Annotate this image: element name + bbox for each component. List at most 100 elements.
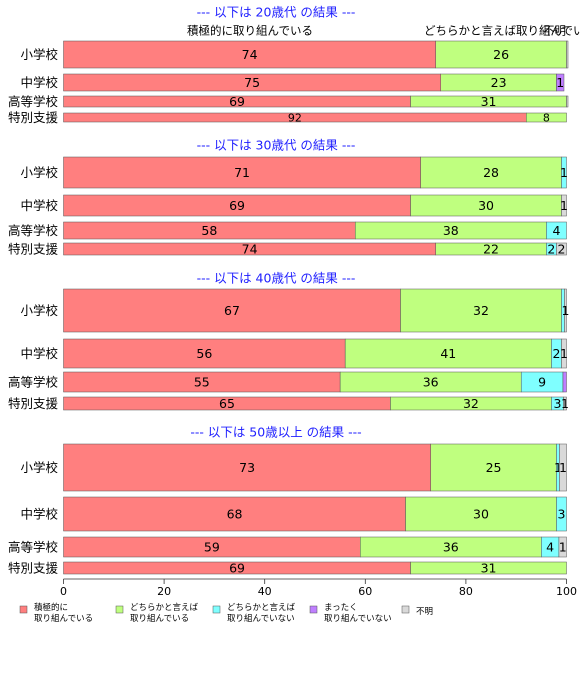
category-label: 高等学校: [8, 540, 59, 555]
data-label: 2: [552, 346, 560, 361]
category-label: 特別支援: [8, 561, 59, 576]
legend-label: 取り組んでいる: [130, 613, 189, 624]
legend-swatch: [401, 605, 410, 614]
data-label: 58: [201, 223, 217, 238]
bar-segment: [559, 443, 567, 492]
data-label: 69: [229, 561, 245, 576]
legend-swatch: [115, 605, 124, 614]
bar-segment: [526, 112, 567, 123]
category-label: 小学校: [20, 47, 58, 62]
legend-label: 不明: [416, 607, 433, 617]
category-label: 小学校: [20, 303, 58, 318]
category-label: 小学校: [20, 460, 58, 475]
bar-segment: [63, 496, 406, 532]
data-label: 71: [234, 165, 250, 180]
bar-segment: [546, 221, 567, 240]
bar-segment: [562, 371, 567, 393]
data-label: 59: [204, 540, 220, 555]
legend-label: 取り組んでいない: [324, 613, 392, 624]
data-label: 8: [543, 111, 550, 124]
bar-segment: [63, 156, 421, 189]
bar-segment: [561, 156, 567, 189]
data-label: 1: [554, 460, 562, 475]
data-label: 74: [242, 242, 258, 257]
data-label: 25: [486, 460, 502, 475]
data-label: 1: [559, 460, 567, 475]
x-tick-label: 80: [459, 585, 473, 598]
category-label: 高等学校: [8, 375, 59, 390]
data-label: 31: [481, 94, 497, 109]
data-label: 38: [443, 223, 459, 238]
legend-label: どちらかと言えば: [130, 602, 199, 613]
panel-title: --- 以下は 20歳代 の結果 ---: [197, 5, 356, 20]
bar-segment: [556, 73, 565, 92]
data-label: 75: [244, 75, 260, 90]
bar-segment: [566, 40, 569, 69]
data-label: 2: [547, 242, 555, 257]
bar-segment: [563, 396, 567, 411]
category-label: 高等学校: [8, 94, 59, 109]
data-label: 22: [483, 242, 499, 257]
data-label: 28: [483, 165, 499, 180]
bar-segment: [564, 288, 567, 333]
data-label: 31: [481, 561, 497, 576]
category-label: 特別支援: [8, 242, 59, 257]
data-label: 41: [440, 346, 456, 361]
x-tick-label: 60: [358, 585, 372, 598]
data-label: 36: [423, 375, 439, 390]
data-label: 1: [560, 346, 568, 361]
bar-segment: [405, 496, 557, 532]
header-label: 積極的に取り組んでいる: [187, 24, 313, 38]
bar-segment: [420, 156, 562, 189]
category-label: 中学校: [20, 346, 58, 361]
data-label: 3: [557, 507, 565, 522]
bar-segment: [556, 496, 567, 532]
data-label: 4: [546, 540, 554, 555]
bar-segment: [63, 443, 431, 492]
bar-segment: [400, 288, 562, 333]
data-label: 73: [239, 460, 255, 475]
bar-segment: [558, 536, 567, 558]
data-label: 26: [493, 47, 509, 62]
data-label: 3: [553, 396, 561, 411]
header-label: どちらかと言えば取り組んでいる: [424, 24, 580, 38]
bar-segment: [63, 288, 401, 333]
data-label: 1: [560, 165, 568, 180]
data-label: 1: [559, 540, 567, 555]
legend-swatch: [309, 605, 318, 614]
bar-segment: [561, 338, 567, 369]
bar-segment: [556, 242, 567, 256]
data-label: 67: [224, 303, 240, 318]
data-label: 4: [552, 223, 560, 238]
category-label: 小学校: [20, 165, 58, 180]
data-label: 32: [473, 303, 489, 318]
category-label: 高等学校: [8, 223, 59, 238]
legend-label: 取り組んでいない: [227, 613, 295, 624]
x-tick-label: 20: [157, 585, 171, 598]
category-label: 特別支援: [8, 110, 59, 125]
header-label: 不明: [543, 24, 566, 38]
legend-label: 積極的に: [34, 602, 68, 613]
panel-title: --- 以下は 30歳代 の結果 ---: [197, 138, 356, 153]
data-label: 36: [443, 540, 459, 555]
panel-title: --- 以下は 40歳代 の結果 ---: [197, 271, 356, 286]
x-tick-label: 100: [556, 585, 577, 598]
data-label: 23: [491, 75, 507, 90]
category-label: 中学校: [20, 198, 58, 213]
legend-swatch: [212, 605, 221, 614]
bar-segment: [435, 40, 567, 69]
bar-segment: [410, 561, 567, 575]
data-label: 69: [229, 198, 245, 213]
bar-segment: [561, 194, 567, 217]
data-label: 65: [219, 396, 235, 411]
data-label: 1: [556, 75, 564, 90]
data-label: 92: [288, 111, 302, 124]
legend-label: どちらかと言えば: [227, 602, 296, 613]
data-label: 30: [478, 198, 494, 213]
data-label: 1: [562, 303, 570, 318]
category-label: 中学校: [20, 507, 58, 522]
data-label: 56: [196, 346, 212, 361]
data-label: 32: [463, 396, 479, 411]
bar-segment: [566, 95, 569, 108]
